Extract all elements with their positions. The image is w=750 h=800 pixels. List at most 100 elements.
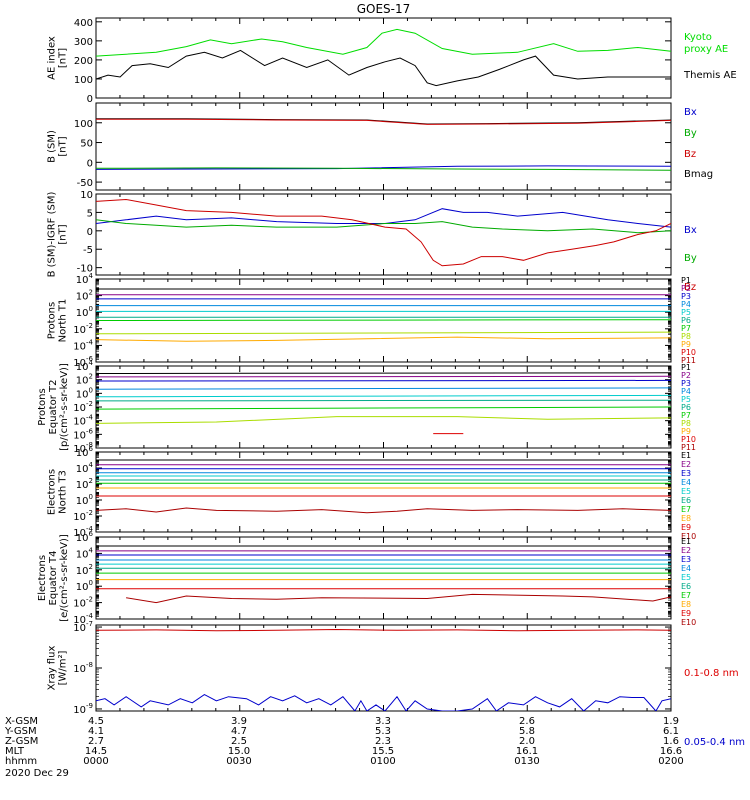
axis-row-value: 15.0 xyxy=(228,746,250,757)
y-tick-label: 10-4 xyxy=(73,525,93,539)
y-tick-label: 50 xyxy=(80,139,93,150)
y-tick-label: 100 xyxy=(76,579,93,593)
y-tick-label: -5 xyxy=(83,245,93,256)
y-axis-label: Protons xyxy=(37,388,48,425)
legend-label: Themis AE xyxy=(683,70,737,81)
legend-label: E7 xyxy=(681,505,691,514)
legend-label: E4 xyxy=(681,564,691,573)
legend-label: E8 xyxy=(681,514,691,523)
legend-label: E2 xyxy=(681,546,691,555)
y-tick-label: 10-9 xyxy=(73,702,93,716)
y-tick-label: 10-2 xyxy=(73,509,93,523)
series-bz xyxy=(96,118,671,125)
legend-label: P4 xyxy=(681,300,691,309)
panel-frame xyxy=(95,536,672,620)
legend-label: P1 xyxy=(681,276,691,285)
series-p8 xyxy=(96,331,671,335)
y-tick-label: 10-8 xyxy=(73,441,93,455)
legend-label: E3 xyxy=(681,555,691,564)
panel-frame xyxy=(95,17,672,99)
y-axis-label: [W/m²] xyxy=(58,650,69,685)
y-tick-label: 0 xyxy=(87,158,93,169)
y-tick-label: 100 xyxy=(76,493,93,507)
series-e10 xyxy=(96,507,671,514)
series-bz xyxy=(96,198,671,267)
y-axis-label: B (SM) xyxy=(47,130,58,163)
legend-label: By xyxy=(684,253,697,264)
axis-row-value: 4.5 xyxy=(88,716,104,727)
y-tick-label: 10-2 xyxy=(73,400,93,414)
y-tick-label: 0 xyxy=(87,94,93,105)
legend-label: 0.1-0.8 nm xyxy=(684,668,739,679)
y-tick-label: 10-6 xyxy=(73,355,93,369)
y-tick-label: 10 xyxy=(80,190,93,201)
y-axis-label: [nT] xyxy=(58,48,69,68)
y-axis-label: AE index xyxy=(47,36,58,80)
axis-row-value: 2.6 xyxy=(519,716,535,727)
y-tick-label: 0 xyxy=(87,227,93,238)
axis-row-value: 4.1 xyxy=(88,726,104,737)
y-tick-label: 100 xyxy=(74,119,93,130)
y-axis-label: Equator T4 xyxy=(48,551,59,606)
legend-label: E7 xyxy=(681,591,691,600)
legend-label: E1 xyxy=(681,537,691,546)
y-tick-label: 104 xyxy=(76,359,94,373)
y-axis-label: [nT] xyxy=(58,224,69,244)
legend-label: P7 xyxy=(681,324,691,333)
axis-row-value: 5.3 xyxy=(375,726,391,737)
series-themis-ae xyxy=(96,49,671,87)
axis-row-value: 5.8 xyxy=(519,726,535,737)
series-p2 xyxy=(96,375,671,378)
y-axis-label: B (SM)-IGRF (SM) xyxy=(47,192,58,278)
y-tick-label: 104 xyxy=(76,272,94,286)
legend-label: P6 xyxy=(681,403,691,412)
panel-2: -50 0 50 100 B (SM) [nT] Bx By Bz Bmag xyxy=(47,102,713,191)
y-tick-label: 10-4 xyxy=(73,414,93,428)
axis-row-value: 2.5 xyxy=(231,736,247,747)
panel-8: 10-9 10-8 10-7 Xray flux [W/m²] 0.1-0.8 nm 0.0… xyxy=(47,620,746,748)
axis-row-value: 2.3 xyxy=(375,736,391,747)
y-axis-label: North T1 xyxy=(58,299,69,343)
legend-label: Bmag xyxy=(684,169,713,180)
panel-frame xyxy=(95,451,672,533)
y-tick-label: 10-4 xyxy=(73,338,93,352)
legend-label: Bx xyxy=(684,107,697,118)
series-by xyxy=(96,219,671,234)
y-tick-label: 5 xyxy=(87,208,93,219)
date-label: 2020 Dec 29 xyxy=(5,768,69,779)
legend-label: E10 xyxy=(681,532,696,541)
legend-label: P9 xyxy=(681,427,691,436)
panel-7: 10-4 10-2 100 102 104 106 Electrons Equator T4[… xyxy=(37,530,696,627)
axis-row-value: 16.1 xyxy=(516,746,538,757)
y-tick-label: 100 xyxy=(74,75,93,86)
axis-row-value: 1.9 xyxy=(663,716,679,727)
y-tick-label: 10-7 xyxy=(73,620,93,634)
legend-label: E9 xyxy=(681,609,691,618)
legend-label: E5 xyxy=(681,487,691,496)
series-p8 xyxy=(96,416,671,424)
legend-label: Bz xyxy=(684,149,696,160)
legend-label: P6 xyxy=(681,316,691,325)
y-tick-label: 100 xyxy=(76,305,93,319)
legend-label: P10 xyxy=(681,348,696,357)
panel-frame xyxy=(95,102,672,191)
legend-label: P5 xyxy=(681,395,691,404)
y-tick-label: -50 xyxy=(77,178,93,189)
series-bx xyxy=(96,165,671,170)
series-p3 xyxy=(96,379,671,382)
legend-label: P3 xyxy=(681,379,691,388)
legend-label: P2 xyxy=(681,371,691,380)
legend-label: P11 xyxy=(681,356,696,365)
legend-label: P8 xyxy=(681,419,691,428)
legend-label: P4 xyxy=(681,387,691,396)
series-p5 xyxy=(96,394,671,398)
panel-1: 0 100 200 300 400 AE index [nT] Kyoto proxy AE Th… xyxy=(47,2,737,105)
axis-row-value: 0130 xyxy=(514,756,539,767)
axis-row-value: 4.7 xyxy=(231,726,247,737)
y-tick-label: 10-8 xyxy=(73,661,93,675)
axis-row-value: 0200 xyxy=(658,756,683,767)
axis-row-label: MLT xyxy=(5,746,25,757)
axis-row-value: 6.1 xyxy=(663,726,679,737)
legend-label: Bx xyxy=(684,225,697,236)
